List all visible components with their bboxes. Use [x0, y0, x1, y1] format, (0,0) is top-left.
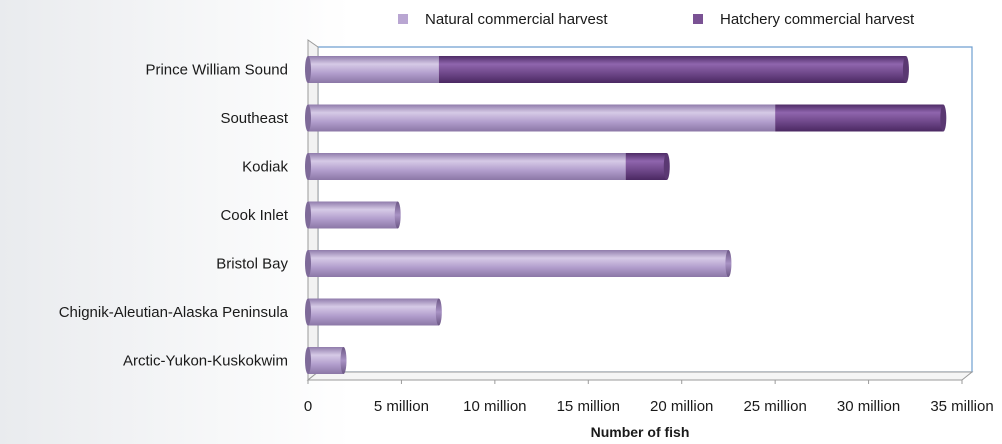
bar-segment-natural	[308, 104, 776, 132]
bar-segment-natural	[308, 56, 439, 83]
plot-floor	[306, 371, 974, 381]
bar-end-cap	[940, 104, 947, 132]
bar-segment-hatchery	[625, 153, 667, 180]
legend: Natural commercial harvest Hatchery comm…	[398, 11, 915, 28]
y-category-label: Cook Inlet	[220, 207, 288, 224]
y-category-label: Chignik-Aleutian-Alaska Peninsula	[59, 304, 289, 321]
bar-start-cap	[305, 153, 311, 180]
x-tick-label: 25 million	[743, 398, 806, 415]
legend-label-natural: Natural commercial harvest	[425, 11, 608, 28]
bar-segment-hatchery	[775, 104, 944, 132]
bars-layer	[305, 56, 947, 374]
bar-end-cap	[663, 153, 670, 180]
y-category-label: Arctic-Yukon-Kuskokwim	[123, 353, 288, 370]
bar-segment-natural	[308, 201, 398, 229]
bar-segment-natural	[308, 153, 626, 180]
x-tick-label: 15 million	[557, 398, 620, 415]
legend-item-hatchery: Hatchery commercial harvest	[693, 11, 915, 28]
y-axis-labels: Prince William Sound Southeast Kodiak Cook …	[59, 62, 289, 370]
bar-end-cap	[435, 298, 442, 326]
y-category-label: Prince William Sound	[145, 62, 288, 79]
bar-start-cap	[305, 201, 311, 229]
legend-swatch-hatchery	[693, 14, 703, 24]
bar-segment-natural	[308, 347, 344, 374]
legend-swatch-natural	[398, 14, 408, 24]
x-tick-label: 30 million	[837, 398, 900, 415]
plot-frame	[306, 39, 974, 382]
bar-end-cap	[394, 201, 401, 229]
bar-start-cap	[305, 56, 311, 83]
x-tick-label: 5 million	[374, 398, 429, 415]
bar-start-cap	[305, 298, 311, 326]
x-axis-ticks: 0 5 million 10 million 15 million 20 million…	[304, 380, 994, 415]
x-tick-label: 35 million	[930, 398, 993, 415]
x-tick-label: 10 million	[463, 398, 526, 415]
bar-end-cap	[340, 347, 347, 374]
x-axis-title: Number of fish	[591, 424, 690, 440]
bar-segment-natural	[308, 250, 729, 277]
bar-start-cap	[305, 347, 311, 374]
bar-end-cap	[902, 56, 909, 83]
legend-item-natural: Natural commercial harvest	[398, 11, 608, 28]
x-tick-label: 20 million	[650, 398, 713, 415]
y-category-label: Kodiak	[242, 159, 288, 176]
y-category-label: Southeast	[220, 110, 288, 127]
y-category-label: Bristol Bay	[216, 256, 288, 273]
legend-label-hatchery: Hatchery commercial harvest	[720, 11, 915, 28]
bar-segment-natural	[308, 298, 439, 326]
bar-start-cap	[305, 104, 311, 132]
bar-end-cap	[725, 250, 732, 277]
bar-segment-hatchery	[438, 56, 906, 83]
x-tick-label: 0	[304, 398, 312, 415]
bar-start-cap	[305, 250, 311, 277]
